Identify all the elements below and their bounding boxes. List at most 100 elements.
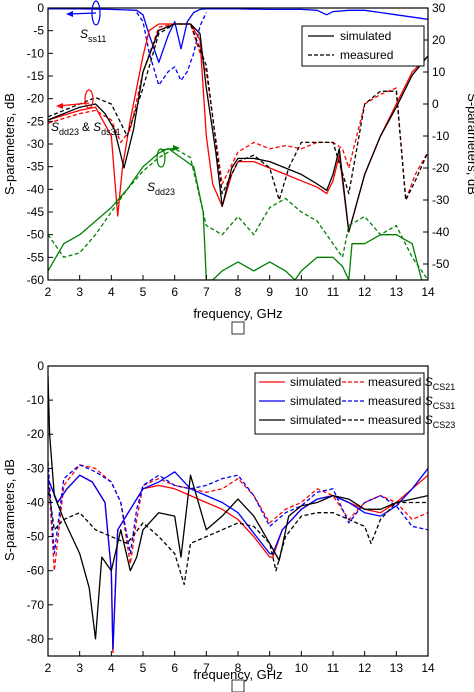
top-green-solid-curve [48,147,428,280]
legend-cs21-measured-label: measured SCS21 [368,375,455,392]
top-x-ticks: 2 3 4 5 6 7 8 9 10 11 12 13 14 [45,275,435,299]
bottom-y-tick-label: -60 [27,564,45,578]
dd23-right-label-sub: dd23 [155,187,175,197]
top-legend-simulated-label: simulated [340,29,391,43]
dd23-left-marker-ellipse [84,89,94,109]
top-x-tick-label: 12 [358,285,372,299]
bottom-legend-box [254,372,425,435]
top-y-tick-label: -20 [27,92,45,106]
top-x-tick-label: 13 [390,285,404,299]
top-y-tick-label: -25 [27,114,45,128]
dd23-ds31-label-sub2: ds31 [101,127,121,137]
bottom-x-tick-label: 10 [295,661,309,675]
bottom-y-tick-label: -20 [27,427,45,441]
bottom-black-dashed-curve [48,485,428,586]
bottom-black-solid-curve [48,376,428,640]
dd23-ds31-label-sub1: dd23 [59,127,79,137]
chart-panel-top: 2 3 4 5 6 7 8 9 10 11 12 13 14 0 -5 -10 -15 -20 -25 -30 -35… [2,0,474,335]
bottom-x-tick-label: 11 [327,661,340,675]
top-y-tick-label: -60 [27,273,45,287]
legend-cs23-measured-text: measured [368,413,425,427]
top-x-tick-label: 8 [235,285,242,299]
legend-cs31-measured-label: measured SCS31 [368,394,455,411]
bottom-y-axis-label: S-parameters, dB [2,459,17,561]
top-y2-tick-label: -30 [432,193,450,207]
legend-cs31-sub: CS31 [433,401,456,411]
bottom-y-tick-label: 0 [37,359,44,373]
bottom-x-tick-label: 6 [171,661,178,675]
ss11-arrowhead [66,11,73,17]
ss11-label-s: S [80,27,88,41]
top-y-tick-label: -50 [27,228,45,242]
bottom-y-ticks: 0 -10 -20 -30 -40 -50 -60 -70 -80 [27,359,53,646]
legend-cs21-measured-text: measured [368,375,425,389]
dd23-left-arrow [57,102,90,107]
top-y2-tick-label: 30 [432,1,446,15]
dd23-right-marker-ellipse [156,148,166,168]
top-y-tick-label: -30 [27,137,45,151]
top-y2-tick-label: 10 [432,65,446,79]
legend-cs21-sub: CS21 [433,382,456,392]
top-y-tick-label: -35 [27,160,45,174]
bottom-legend: simulated measured SCS21 simulated measu… [254,372,456,435]
top-y2-tick-label: -10 [432,129,450,143]
ss11-label: Sss11 [80,27,106,44]
bottom-y-tick-label: -70 [27,598,45,612]
top-legend-measured-label: measured [340,48,393,62]
ss11-label-sub: ss11 [88,34,106,44]
top-blue-solid-curve [48,8,428,64]
top-x-tick-label: 2 [45,285,52,299]
dd23-right-label: Sdd23 [147,180,175,197]
top-y-ticks: 0 -5 -10 -15 -20 -25 -30 -35 -40 -45 -50 -55 -60 [27,1,53,287]
top-y2-axis-label: S-parameters, dB [465,93,474,195]
top-x-tick-label: 5 [140,285,147,299]
bottom-x-ticks: 2 3 4 5 6 7 8 9 10 11 12 13 14 [45,651,435,675]
top-chart-curves [48,8,428,280]
top-y2-ticks: 30 20 10 0 -10 -20 -30 -40 -50 [423,1,450,271]
bottom-panel-label-box [231,679,245,692]
legend-cs31-measured-text: measured [368,394,425,408]
legend-cs23-s: S [425,413,433,427]
top-y2-tick-label: 0 [432,97,439,111]
bottom-y-tick-label: -30 [27,461,45,475]
bottom-x-axis-label: frequency, GHz [193,667,282,682]
top-x-tick-label: 6 [171,285,178,299]
bottom-y-tick-label: -80 [27,632,45,646]
bottom-x-tick-label: 5 [140,661,147,675]
bottom-x-tick-label: 8 [235,661,242,675]
top-red-dashed-curve [48,23,428,201]
bottom-y-tick-label: -10 [27,393,45,407]
top-legend-box [301,25,425,67]
dd23-right-arrowhead [173,145,180,151]
top-x-tick-label: 11 [327,285,340,299]
bottom-x-tick-label: 7 [203,661,210,675]
bottom-blue-dashed-curve [48,461,428,555]
top-panel-label-box [231,321,245,335]
legend-cs23-sub: CS23 [433,420,456,430]
top-y-axis-label: S-parameters, dB [2,93,17,195]
top-blue-dashed-curve [136,12,207,86]
legend-cs31-s: S [425,394,433,408]
legend-cs31-simulated-label: simulated [290,394,341,408]
bottom-x-tick-label: 2 [45,661,52,675]
top-x-tick-label: 3 [76,285,83,299]
bottom-x-tick-label: 3 [76,661,83,675]
top-x-tick-label: 9 [266,285,273,299]
dd23-ds31-label-s1: S [51,120,59,134]
dd23-ds31-label-amp: & [82,120,90,134]
dd23-right-label-s: S [147,180,155,194]
bottom-x-tick-label: 13 [390,661,404,675]
top-y-tick-label: -45 [27,205,45,219]
bottom-blue-solid-curve [48,468,428,650]
bottom-red-dashed-curve [48,464,428,572]
chart-panel-bottom: 2 3 4 5 6 7 8 9 10 11 12 13 14 0 -10 -20 -30 -40 -50 -60 -7… [2,359,455,692]
top-y-tick-label: 0 [37,1,44,15]
top-y2-tick-label: -40 [432,225,450,239]
top-y2-tick-label: -20 [432,161,450,175]
bottom-x-tick-label: 9 [266,661,273,675]
top-x-tick-label: 14 [421,285,435,299]
bottom-x-tick-label: 14 [421,661,435,675]
top-y-tick-label: -10 [27,46,45,60]
bottom-x-tick-label: 12 [358,661,372,675]
